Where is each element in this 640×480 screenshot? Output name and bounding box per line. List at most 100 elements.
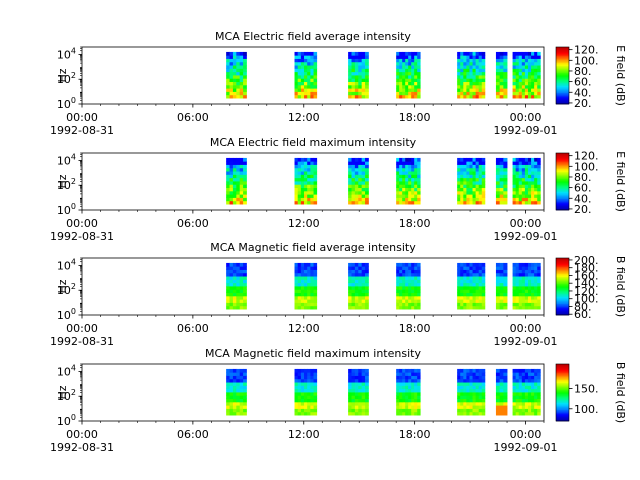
spectrogram-cell — [478, 279, 483, 284]
spectrogram-cell — [399, 289, 403, 294]
spectrogram-cell — [515, 286, 520, 290]
spectrogram-cell — [499, 190, 504, 195]
spectrogram-cell — [499, 171, 504, 175]
spectrogram-cell — [469, 299, 473, 303]
spectrogram-cell — [475, 292, 480, 297]
spectrogram-cell — [531, 411, 535, 416]
spectrogram-cell — [469, 58, 473, 63]
spectrogram-cell — [469, 91, 473, 96]
spectrogram-cell — [297, 68, 302, 73]
colorbar-segment — [556, 202, 569, 205]
spectrogram-cell — [310, 91, 314, 96]
spectrogram-cell — [365, 408, 369, 413]
spectrogram-cell — [361, 94, 366, 99]
spectrogram-cell — [229, 81, 234, 86]
spectrogram-cell — [294, 94, 299, 99]
spectrogram-cell — [232, 398, 237, 403]
spectrogram-cell — [515, 408, 520, 413]
spectrogram-cell — [300, 385, 305, 390]
spectrogram-cell — [365, 164, 369, 169]
spectrogram-cell — [358, 411, 363, 416]
spectrogram-cell — [475, 385, 480, 390]
spectrogram-cell — [460, 200, 464, 205]
spectrogram-cell — [399, 272, 403, 277]
spectrogram-cell — [399, 382, 403, 386]
spectrogram-cell — [524, 392, 529, 396]
spectrogram-cell — [534, 94, 538, 99]
spectrogram-cell — [463, 68, 467, 73]
spectrogram-cell — [294, 200, 299, 205]
spectrogram-cell — [243, 55, 247, 59]
spectrogram-cell — [396, 272, 400, 277]
spectrogram-cell — [527, 286, 532, 290]
spectrogram-cell — [469, 61, 473, 66]
spectrogram-cell — [524, 411, 529, 416]
spectrogram-cell — [518, 405, 523, 409]
spectrogram-cell — [524, 58, 529, 63]
spectrogram-cell — [405, 405, 409, 409]
colorbar-tick-label: 60. — [574, 182, 592, 195]
spectrogram-cell — [524, 177, 529, 182]
spectrogram-cell — [313, 385, 318, 390]
spectrogram-cell — [495, 368, 501, 373]
spectrogram-cell — [399, 51, 403, 56]
spectrogram-cell — [478, 269, 483, 274]
colorbar-segment — [556, 313, 569, 316]
spectrogram-cell — [361, 84, 366, 89]
spectrogram-cell — [351, 197, 356, 202]
spectrogram-cell — [402, 398, 406, 403]
spectrogram-cell — [396, 401, 400, 406]
colorbar-segment — [556, 416, 569, 419]
colorbar-tick-label: 100. — [574, 54, 599, 67]
spectrogram-cell — [524, 190, 529, 195]
spectrogram-cell — [503, 157, 508, 162]
spectrogram-cell — [460, 385, 464, 390]
spectrogram-cell — [521, 266, 526, 270]
spectrogram-cell — [396, 266, 400, 270]
spectrogram-cell — [365, 398, 369, 403]
spectrogram-cell — [466, 167, 470, 172]
spectrogram-cell — [348, 305, 352, 310]
spectrogram-cell — [358, 91, 363, 96]
spectrogram-cell — [294, 378, 299, 383]
spectrogram-cell — [243, 305, 247, 310]
spectrogram-cell — [402, 302, 406, 307]
spectrogram-cell — [304, 174, 308, 179]
spectrogram-cell — [495, 372, 501, 376]
spectrogram-cell — [512, 75, 517, 79]
spectrogram-cell — [304, 187, 308, 192]
spectrogram-cell — [361, 292, 366, 297]
spectrogram-cell — [243, 171, 247, 175]
spectrogram-cell — [466, 408, 470, 413]
spectrogram-cell — [313, 174, 318, 179]
spectrogram-cell — [294, 71, 299, 76]
spectrogram-cell — [414, 171, 418, 175]
spectrogram-cell — [417, 81, 421, 86]
spectrogram-cell — [358, 51, 363, 56]
spectrogram-cell — [304, 305, 308, 310]
spectrogram-cell — [243, 299, 247, 303]
spectrogram-cell — [518, 190, 523, 195]
spectrogram-cell — [534, 375, 538, 380]
spectrogram-cell — [521, 174, 526, 179]
spectrogram-cell — [457, 368, 461, 373]
spectrogram-cell — [396, 388, 400, 393]
spectrogram-cell — [414, 174, 418, 179]
spectrogram-cell — [460, 68, 464, 73]
spectrogram-cell — [408, 282, 412, 287]
spectrogram-cell — [236, 68, 241, 73]
spectrogram-cell — [457, 378, 461, 383]
spectrogram-cell — [527, 279, 532, 284]
spectrogram-cell — [527, 262, 532, 267]
spectrogram-cell — [417, 295, 421, 300]
spectrogram-cell — [232, 382, 237, 386]
spectrogram-cell — [310, 272, 314, 277]
spectrogram-cell — [463, 411, 467, 416]
spectrogram-cell — [499, 197, 504, 202]
spectrogram-cell — [402, 58, 406, 63]
spectrogram-cell — [531, 177, 535, 182]
spectrogram-cell — [469, 269, 473, 274]
spectrogram-cell — [503, 194, 508, 198]
spectrogram-cell — [300, 181, 305, 185]
spectrogram-cell — [478, 161, 483, 165]
